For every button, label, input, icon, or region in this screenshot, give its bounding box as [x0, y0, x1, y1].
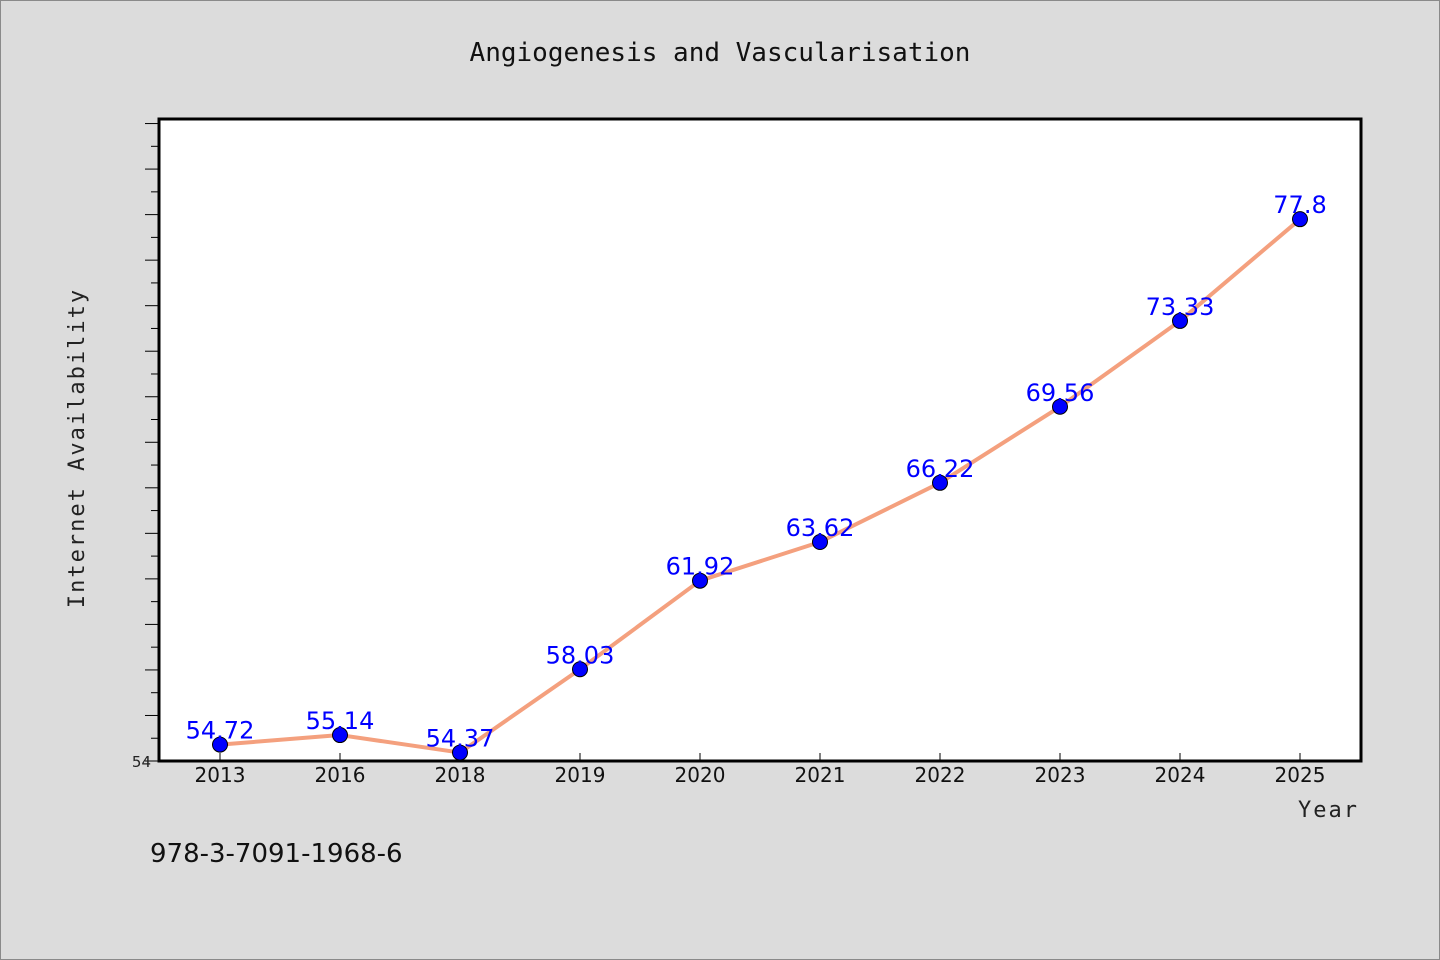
data-point [452, 744, 468, 761]
data-label: 58.03 [546, 641, 615, 669]
x-tick-label: 2018 [435, 763, 486, 787]
data-label: 54.37 [426, 725, 495, 753]
data-point [212, 736, 228, 753]
data-label: 73.33 [1146, 293, 1215, 321]
data-point [692, 572, 708, 589]
x-tick-label: 2022 [915, 763, 966, 787]
y-tick-label: 54 [132, 753, 151, 771]
x-tick-label: 2025 [1275, 763, 1326, 787]
data-point [572, 661, 588, 678]
x-tick-label: 2023 [1035, 763, 1086, 787]
data-label: 63.62 [786, 514, 855, 542]
y-axis-label: Internet Availability [65, 288, 90, 608]
data-labels: 54.72 55.14 54.37 58.03 61.92 63.62 66.22 69.56… [186, 191, 1327, 752]
x-tick-label: 2021 [795, 763, 846, 787]
data-label: 69.56 [1026, 379, 1095, 407]
data-point [1292, 211, 1308, 228]
x-tick-label: 2016 [315, 763, 366, 787]
x-tick-label: 2013 [195, 763, 246, 787]
data-label: 61.92 [666, 553, 735, 581]
x-axis-ticks: 2013 2016 2018 2019 2020 2021 2022 2023 2024 2025 [195, 753, 1326, 787]
plot-area [157, 117, 1363, 763]
data-label: 77.8 [1273, 191, 1326, 219]
data-point [1052, 398, 1068, 415]
x-tick-label: 2019 [555, 763, 606, 787]
y-axis-ticks: 54 [132, 123, 159, 771]
x-tick-label: 2024 [1155, 763, 1206, 787]
data-label: 54.72 [186, 717, 255, 745]
x-axis-label: Year [1298, 798, 1359, 823]
data-point [1172, 312, 1188, 329]
data-point [812, 533, 828, 550]
data-point [932, 474, 948, 491]
x-tick-label: 2020 [675, 763, 726, 787]
series-markers [212, 211, 1308, 761]
data-label: 66.22 [906, 455, 975, 483]
chart-title: Angiogenesis and Vascularisation [470, 38, 971, 68]
series-line [219, 217, 1302, 755]
data-label: 55.14 [306, 707, 375, 735]
isbn-footer: 978-3-7091-1968-6 [150, 839, 403, 869]
data-point [332, 727, 348, 744]
